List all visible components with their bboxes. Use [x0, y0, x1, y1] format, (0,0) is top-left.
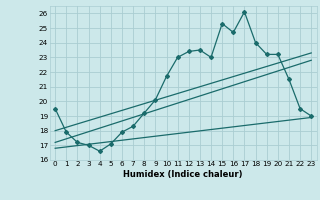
X-axis label: Humidex (Indice chaleur): Humidex (Indice chaleur) — [124, 170, 243, 179]
